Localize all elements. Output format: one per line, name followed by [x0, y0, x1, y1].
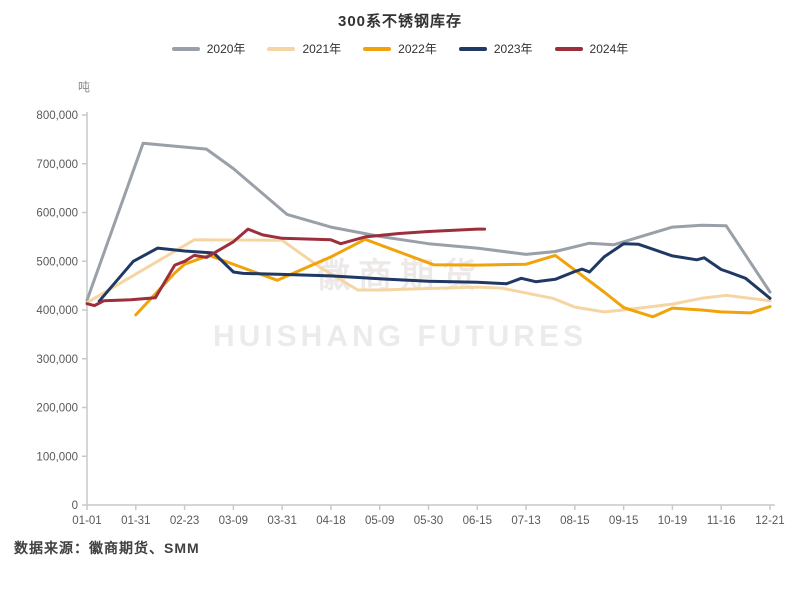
legend-item-2022年: 2022年 — [363, 40, 437, 57]
legend-label: 2022年 — [398, 42, 437, 56]
series-line-2022年 — [134, 237, 772, 319]
series-line-2023年 — [97, 242, 772, 303]
x-tick-label: 10-19 — [658, 515, 687, 527]
series-line-2024年 — [85, 227, 487, 308]
legend-swatch-icon — [458, 46, 487, 51]
legend-item-2023年: 2023年 — [458, 40, 533, 57]
x-tick-label: 06-15 — [463, 515, 492, 527]
x-tick-label: 11-16 — [707, 515, 736, 527]
y-tick-label: 300,000 — [36, 354, 78, 366]
legend-swatch-icon — [267, 46, 296, 51]
x-tick-label: 04-18 — [316, 515, 345, 527]
axes — [86, 112, 775, 506]
y-tick-label: 400,000 — [36, 305, 78, 317]
y-tick-label: 200,000 — [36, 403, 78, 415]
legend-label: 2020年 — [206, 42, 246, 56]
y-tick-label: 0 — [72, 500, 78, 512]
data-source-note: 数据来源：徽商期货、SMM — [14, 540, 200, 556]
legend-item-2020年: 2020年 — [171, 40, 246, 57]
legend-swatch-icon — [171, 46, 200, 51]
legend-item-2024年: 2024年 — [554, 40, 629, 57]
legend-item-2021年: 2021年 — [267, 40, 341, 57]
x-tick-label: 03-31 — [267, 515, 296, 527]
chart-title: 300系不锈钢库存 — [337, 13, 463, 30]
chart-legend: 2020年 2021年 2022年 2023年 2024年 — [0, 40, 800, 57]
x-tick-label: 01-31 — [121, 515, 150, 527]
inventory-line-chart: 0 100,000 200,000 300,000 400,000 500,000 600,… — [36, 110, 785, 527]
y-axis-unit-label: 吨 — [78, 80, 91, 94]
legend-label: 2023年 — [493, 42, 533, 56]
legend-label: 2024年 — [589, 42, 629, 56]
x-axis-labels: 01-01 01-31 02-23 03-09 03-31 04-18 05-09 05-30… — [72, 505, 785, 527]
y-tick-label: 500,000 — [36, 256, 78, 268]
watermark-english: HUISHANG FUTURES — [212, 320, 587, 353]
x-tick-label: 08-15 — [560, 515, 589, 527]
x-tick-label: 09-15 — [609, 515, 638, 527]
y-tick-label: 800,000 — [36, 110, 78, 122]
y-tick-label: 700,000 — [36, 159, 78, 171]
x-tick-label: 01-01 — [72, 515, 101, 527]
y-axis-labels: 0 100,000 200,000 300,000 400,000 500,000 600,… — [36, 110, 87, 512]
series-line-2020年 — [85, 141, 772, 302]
x-tick-label: 07-13 — [511, 515, 540, 527]
series-line-2021年 — [85, 238, 772, 314]
x-tick-label: 05-30 — [414, 515, 443, 527]
y-tick-label: 600,000 — [36, 208, 78, 220]
y-tick-label: 100,000 — [36, 451, 78, 463]
x-tick-label: 05-09 — [365, 515, 394, 527]
x-tick-label: 02-23 — [170, 515, 199, 527]
legend-swatch-icon — [554, 46, 583, 51]
legend-label: 2021年 — [302, 42, 342, 56]
legend-swatch-icon — [363, 46, 392, 51]
x-tick-label: 03-09 — [219, 515, 248, 527]
x-tick-label: 12-21 — [755, 515, 784, 527]
